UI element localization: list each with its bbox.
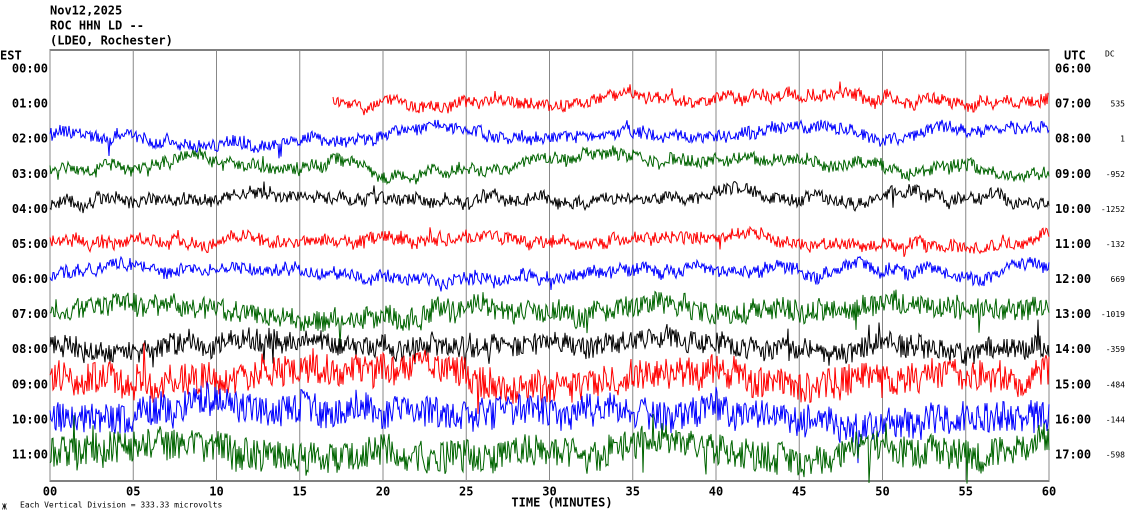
x-tick-label: 15: [293, 485, 307, 499]
est-label: 01:00: [12, 97, 48, 111]
dc-title: DC: [1105, 50, 1115, 59]
trace: [332, 81, 1049, 116]
x-tick-label: 45: [792, 485, 806, 499]
dc-value: 669: [1111, 275, 1126, 284]
header-line: Nov12,2025: [50, 4, 122, 18]
trace: [49, 181, 1050, 214]
icon: Ж: [2, 503, 7, 512]
utc-label: 08:00: [1055, 132, 1091, 146]
utc-label: 14:00: [1055, 342, 1091, 356]
est-label: 04:00: [12, 202, 48, 216]
dc-value: 535: [1111, 100, 1126, 109]
dc-value: -1252: [1101, 205, 1125, 214]
est-label: 08:00: [12, 342, 48, 356]
header-line: (LDEO, Rochester): [50, 34, 173, 48]
trace: [49, 414, 1050, 484]
x-tick-label: 40: [709, 485, 723, 499]
header-line: ROC HHN LD --: [50, 19, 144, 33]
x-tick-label: 50: [875, 485, 889, 499]
footnote: Each Vertical Division = 333.33 microvol…: [20, 501, 222, 510]
utc-label: 15:00: [1055, 377, 1091, 391]
dc-value: -484: [1106, 380, 1125, 389]
trace: [49, 145, 1050, 186]
est-label: 07:00: [12, 307, 48, 321]
utc-label: 12:00: [1055, 272, 1091, 286]
utc-label: 11:00: [1055, 237, 1091, 251]
est-label: 02:00: [12, 132, 48, 146]
est-label: 03:00: [12, 167, 48, 181]
x-axis-label: TIME (MINUTES): [511, 496, 612, 510]
trace: [49, 255, 1050, 292]
utc-label: 10:00: [1055, 202, 1091, 216]
dc-value: -1019: [1101, 310, 1125, 319]
trace: [49, 342, 1050, 414]
dc-value: -598: [1106, 450, 1125, 459]
x-tick-label: 60: [1042, 485, 1056, 499]
est-label: 09:00: [12, 377, 48, 391]
dc-value: -144: [1106, 415, 1125, 424]
traces: [49, 81, 1050, 484]
est-label: 11:00: [12, 447, 48, 461]
x-tick-label: 20: [376, 485, 390, 499]
utc-title: UTC: [1064, 49, 1086, 63]
dc-value: -359: [1106, 345, 1125, 354]
utc-label: 16:00: [1055, 412, 1091, 426]
est-label: 05:00: [12, 237, 48, 251]
est-label: 00:00: [12, 62, 48, 76]
x-tick-label: 30: [542, 485, 556, 499]
x-tick-label: 55: [959, 485, 973, 499]
dc-value: -132: [1106, 240, 1125, 249]
x-tick-label: 00: [43, 485, 57, 499]
est-label: 06:00: [12, 272, 48, 286]
utc-label: 07:00: [1055, 97, 1091, 111]
x-tick-label: 25: [459, 485, 473, 499]
trace: [49, 380, 1050, 464]
est-title: EST: [0, 49, 22, 63]
trace: [49, 289, 1050, 346]
x-tick-label: 35: [626, 485, 640, 499]
trace: [49, 119, 1050, 159]
trace: [49, 319, 1050, 370]
x-tick-label: 10: [209, 485, 223, 499]
utc-label: 06:00: [1055, 62, 1091, 76]
x-tick-label: 05: [126, 485, 140, 499]
utc-label: 13:00: [1055, 307, 1091, 321]
dc-value: -952: [1106, 170, 1125, 179]
est-label: 10:00: [12, 412, 48, 426]
dc-value: 1: [1120, 135, 1125, 144]
utc-label: 17:00: [1055, 447, 1091, 461]
utc-label: 09:00: [1055, 167, 1091, 181]
trace: [49, 225, 1050, 257]
